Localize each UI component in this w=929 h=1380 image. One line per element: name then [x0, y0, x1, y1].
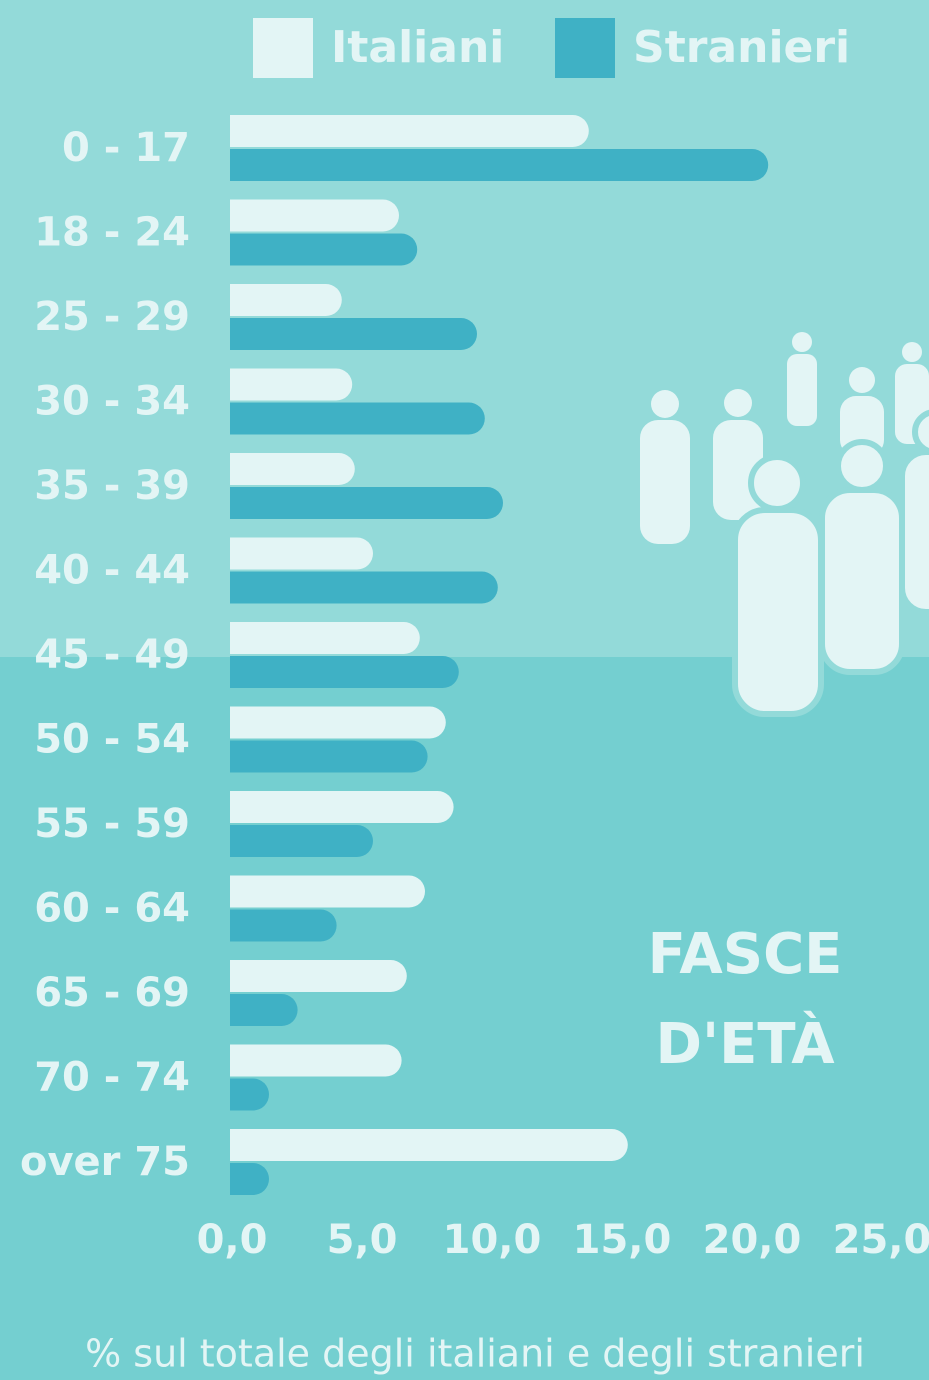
y-tick-label: over 75: [20, 1139, 190, 1185]
y-tick-label: 40 - 44: [34, 548, 190, 594]
x-tick-label: 25,0: [833, 1217, 929, 1263]
bar: [230, 369, 352, 401]
annotation: FASCE D'ETÀ: [620, 910, 870, 1090]
x-tick-label: 5,0: [327, 1217, 398, 1263]
bar: [230, 1079, 269, 1111]
bar: [230, 284, 342, 316]
y-tick-label: 50 - 54: [34, 717, 190, 763]
legend-label: Stranieri: [633, 22, 850, 73]
legend-swatch: [555, 18, 615, 78]
bar: [230, 487, 503, 519]
y-tick-label: 65 - 69: [34, 970, 190, 1016]
bar: [230, 825, 373, 857]
bar: [230, 791, 454, 823]
bar: [230, 960, 407, 992]
bar: [230, 707, 446, 739]
bar: [230, 994, 298, 1026]
y-tick-label: 30 - 34: [34, 379, 190, 425]
bar: [230, 234, 417, 266]
bar: [230, 656, 459, 688]
bar: [230, 538, 373, 570]
x-tick-label: 20,0: [703, 1217, 802, 1263]
bar: [230, 876, 425, 908]
y-tick-label: 60 - 64: [34, 886, 190, 932]
y-tick-label: 18 - 24: [34, 210, 190, 256]
bar: [230, 318, 477, 350]
bar: [230, 1045, 402, 1077]
x-axis-label: % sul totale degli italiani e degli stra…: [85, 1332, 865, 1376]
y-tick-label: 70 - 74: [34, 1055, 190, 1101]
legend-label: Italiani: [331, 22, 504, 73]
bar: [230, 741, 428, 773]
infographic: % sul totale degli italiani e degli stra…: [0, 0, 929, 1380]
bar: [230, 572, 498, 604]
y-tick-label: 55 - 59: [34, 801, 190, 847]
x-tick-label: 10,0: [443, 1217, 542, 1263]
bar: [230, 403, 485, 435]
bar: [230, 910, 337, 942]
bar: [230, 453, 355, 485]
chart: % sul totale degli italiani e degli stra…: [0, 0, 929, 1380]
bar: [230, 149, 768, 181]
x-tick-label: 15,0: [573, 1217, 672, 1263]
bar: [230, 200, 399, 232]
bar: [230, 115, 589, 147]
bar: [230, 622, 420, 654]
y-tick-label: 0 - 17: [62, 125, 190, 171]
legend-swatch: [253, 18, 313, 78]
y-tick-label: 35 - 39: [34, 463, 190, 509]
x-tick-label: 0,0: [197, 1217, 268, 1263]
bar: [230, 1163, 269, 1195]
y-tick-label: 25 - 29: [34, 294, 190, 340]
bar: [230, 1129, 628, 1161]
y-tick-label: 45 - 49: [34, 632, 190, 678]
